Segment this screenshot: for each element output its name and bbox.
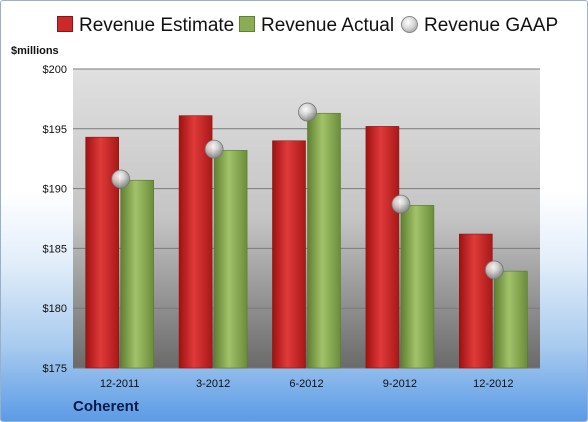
bar-revenue-actual: [400, 205, 435, 369]
y-tick-label: $190: [43, 184, 67, 196]
y-tick-label: $185: [43, 243, 67, 255]
x-tick-label: 9-2012: [383, 378, 417, 390]
marker-revenue-gaap: [111, 169, 131, 189]
legend-item-gaap: Revenue GAAP: [401, 15, 558, 37]
company-name: Coherent: [73, 398, 139, 415]
bar-revenue-estimate: [272, 140, 306, 369]
bar-revenue-actual: [307, 112, 341, 369]
legend-label-estimate: Revenue Estimate: [79, 15, 235, 36]
bar-revenue-estimate: [365, 126, 400, 369]
bar-revenue-estimate: [178, 115, 213, 369]
x-tick-label: 3-2012: [196, 378, 230, 390]
x-tick-label: 6-2012: [289, 378, 323, 390]
y-axis-ticks: $175 $180 $185 $190 $195 $200: [43, 64, 67, 375]
x-tick-label: 12-2011: [100, 378, 140, 390]
bar-revenue-actual: [493, 270, 528, 369]
bar-revenue-estimate: [458, 233, 493, 369]
marker-revenue-gaap: [204, 139, 224, 159]
x-axis-ticks: 12-2011 3-2012 6-2012 9-2012 12-2012: [100, 378, 514, 390]
legend-swatch-actual: [239, 16, 255, 32]
marker-revenue-gaap: [484, 260, 504, 280]
legend-label-actual: Revenue Actual: [261, 15, 395, 36]
y-tick-label: $175: [43, 363, 67, 375]
marker-revenue-gaap: [391, 194, 411, 214]
bar-revenue-actual: [120, 179, 154, 369]
y-axis-unit-label: $millions: [11, 45, 59, 57]
legend-label-gaap: Revenue GAAP: [424, 15, 559, 36]
y-tick-label: $195: [43, 124, 67, 136]
legend-swatch-estimate: [57, 16, 73, 32]
y-tick-label: $200: [43, 64, 67, 76]
x-tick-label: 12-2012: [473, 378, 513, 390]
gaap-markers: [111, 102, 504, 280]
legend: Revenue Estimate Revenue Actual Revenue …: [1, 15, 587, 45]
bar-revenue-actual: [213, 150, 248, 369]
y-tick-label: $180: [43, 303, 67, 315]
legend-item-actual: Revenue Actual: [239, 15, 394, 37]
legend-swatch-gaap: [401, 16, 418, 33]
bar-revenue-estimate: [85, 136, 119, 369]
legend-item-estimate: Revenue Estimate: [57, 15, 234, 37]
marker-revenue-gaap: [298, 102, 317, 122]
